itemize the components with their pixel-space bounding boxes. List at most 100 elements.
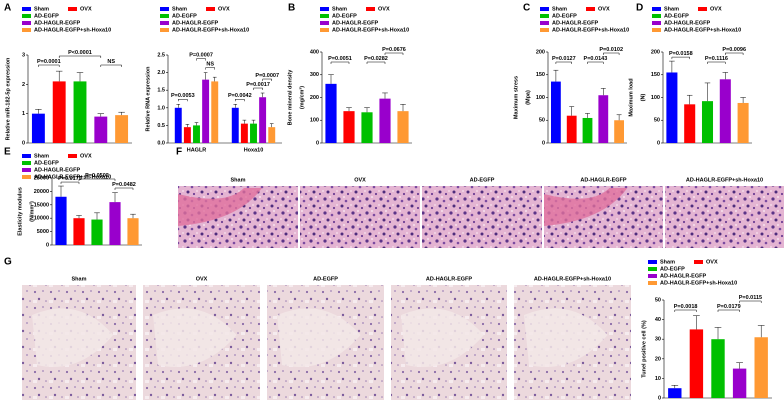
bar <box>737 102 749 143</box>
bar <box>701 101 714 143</box>
legend-swatch <box>540 7 549 11</box>
bar <box>598 95 609 143</box>
significance-bracket <box>38 64 60 67</box>
chart: 0 1 2 3 Relative miR-182-5p expression Sham OV… <box>5 6 132 146</box>
significance-label: P=0.0482 <box>112 182 136 188</box>
bar <box>711 339 725 398</box>
y-tick-label: 150 <box>536 72 545 78</box>
legend-swatch <box>320 21 329 25</box>
y-tick-label: 50 <box>654 118 660 124</box>
legend-swatch <box>648 281 657 285</box>
micrograph-caption: OVX <box>354 177 366 183</box>
significance-bracket <box>707 61 726 64</box>
chart: 0 5000 10000 15000 20000 25000 Elasticity modu… <box>17 153 142 248</box>
panel-label: G <box>4 257 12 268</box>
significance-bracket <box>671 56 690 60</box>
significance-label: P=0.0096 <box>722 47 746 53</box>
legend-swatch <box>652 14 661 18</box>
legend-label: OVX <box>598 6 610 12</box>
bar <box>202 79 210 143</box>
micrograph-caption: AD-HAGLR-EGFP+sh-Hoxa10 <box>534 276 611 282</box>
significance-bracket <box>384 52 404 55</box>
panel-label: E <box>4 147 11 158</box>
y-tick-label: 150 <box>651 72 660 78</box>
legend-label: OVX <box>80 153 92 159</box>
y-tick-label: 40 <box>655 317 661 323</box>
y-tick-label: 200 <box>651 49 660 55</box>
y-axis-label: (mg/cm³) <box>298 86 305 109</box>
legend-swatch <box>586 7 595 11</box>
y-tick-label: 0 <box>658 395 661 401</box>
legend-swatch <box>22 175 31 179</box>
bar <box>250 123 257 143</box>
y-tick-label: 1.5 <box>157 88 165 94</box>
legend-label: AD-HAGLR-EGFP <box>34 167 80 173</box>
bar <box>754 337 768 398</box>
y-tick-label: 1.0 <box>157 105 165 111</box>
chart: 0 50 100 150 200 Maximum stress (Mpa) Sham OVX AD… <box>513 6 629 146</box>
bar <box>719 79 731 143</box>
y-tick-label: 0 <box>46 242 49 248</box>
y-tick-label: 200 <box>536 49 545 55</box>
panel-label: A <box>4 3 11 14</box>
y-tick-label: 0 <box>316 140 319 146</box>
y-axis-label: (Mpa) <box>525 90 531 105</box>
micrograph-caption: OVX <box>196 276 208 282</box>
tissue-region <box>277 308 361 367</box>
legend-label: AD-EGFP <box>332 13 357 19</box>
legend-label: AD-EGFP <box>664 13 689 19</box>
significance-bracket <box>725 52 744 55</box>
significance-label: P=0.0115 <box>739 295 762 301</box>
tissue-region <box>32 308 114 367</box>
legend-swatch <box>160 21 169 25</box>
bar <box>397 111 409 143</box>
y-tick-label: 3 <box>22 52 25 58</box>
y-tick-label: 10 <box>655 376 661 382</box>
legend-label: AD-HAGLR-EGFP+sh-Hoxa10 <box>172 27 249 33</box>
legend-swatch <box>648 260 657 264</box>
legend-swatch <box>540 21 549 25</box>
y-tick-label: 100 <box>651 95 660 101</box>
legend-swatch <box>652 21 661 25</box>
significance-bracket <box>262 78 272 82</box>
legend-label: AD-HAGLR-EGFP+sh-Hoxa10 <box>34 174 111 180</box>
significance-label: P<0.0001 <box>68 50 92 56</box>
legend-swatch <box>22 168 31 172</box>
significance-bracket <box>114 187 134 190</box>
bar <box>55 196 67 245</box>
bar <box>211 81 219 143</box>
legend-swatch <box>22 161 31 165</box>
legend-label: AD-HAGLR-EGFP <box>332 20 378 26</box>
significance-bracket <box>58 55 102 58</box>
legend-swatch <box>22 7 31 11</box>
significance-label: P=0.0017 <box>246 82 270 88</box>
significance-label: P=0.0179 <box>717 304 741 310</box>
y-tick-label: 25000 <box>34 175 49 181</box>
significance-bracket <box>717 309 740 312</box>
y-axis-label: Maximum load <box>628 78 634 116</box>
significance-bracket <box>739 300 762 303</box>
bar <box>259 97 267 143</box>
legend-swatch <box>160 28 169 32</box>
bar <box>73 81 87 143</box>
legend-swatch <box>540 14 549 18</box>
legend-swatch <box>320 28 329 32</box>
y-tick-label: 50 <box>539 118 545 124</box>
bar <box>325 83 337 143</box>
significance-label: P=0.0676 <box>382 47 406 53</box>
y-tick-label: 2.5 <box>157 52 165 58</box>
bar <box>52 81 66 143</box>
bar <box>566 115 577 143</box>
y-tick-label: 0.5 <box>157 123 165 129</box>
significance-bracket <box>555 61 572 64</box>
legend-label: AD-HAGLR-EGFP <box>34 20 80 26</box>
bar <box>109 202 121 245</box>
significance-bracket <box>235 99 245 102</box>
bar <box>193 125 200 143</box>
bar <box>361 112 373 143</box>
legend-label: AD-EGFP <box>34 13 59 19</box>
legend-swatch <box>652 28 661 32</box>
micrograph-caption: AD-HAGLR-EGFP+sh-Hoxa10 <box>686 177 763 183</box>
significance-label: P=0.0282 <box>364 56 388 62</box>
bar <box>379 98 391 143</box>
